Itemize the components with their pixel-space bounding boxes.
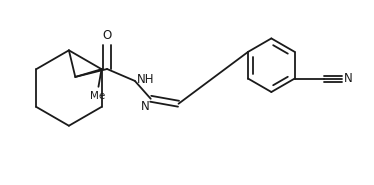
Text: N: N [344,72,353,85]
Text: N: N [141,100,150,113]
Text: Me: Me [90,91,105,101]
Text: O: O [102,29,112,42]
Text: NH: NH [137,73,154,86]
